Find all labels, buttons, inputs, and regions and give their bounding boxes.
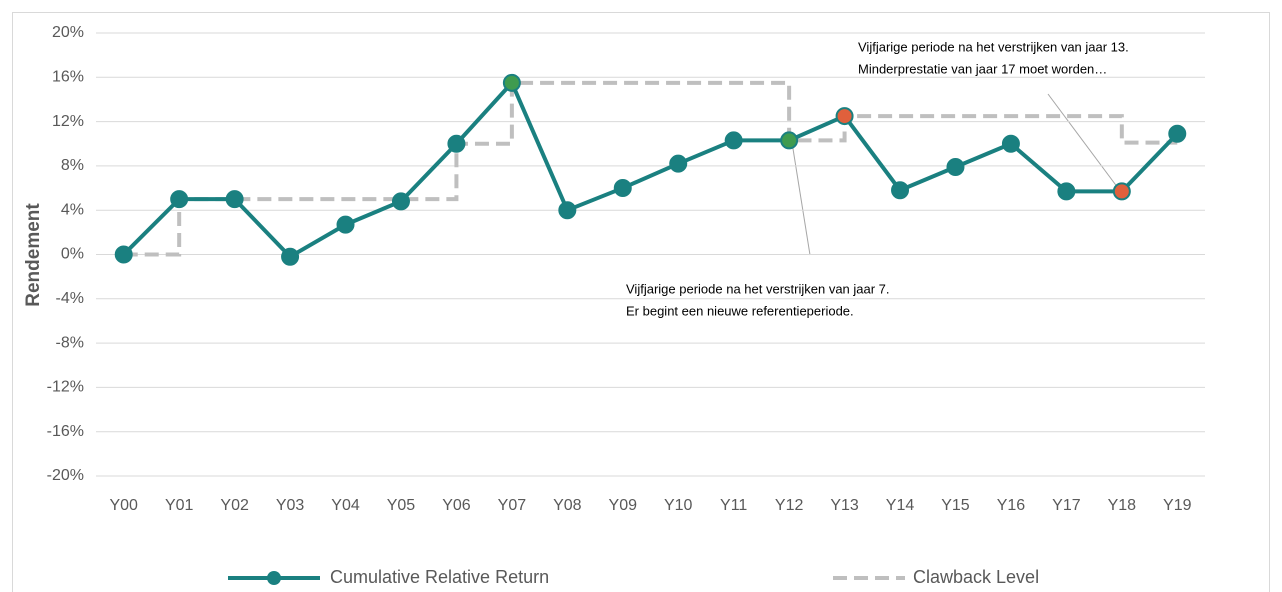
x-tick-label: Y03 — [276, 497, 305, 514]
return-line — [122, 80, 1179, 259]
legend-label: Clawback Level — [913, 567, 1039, 587]
return-marker — [391, 192, 410, 211]
x-tick-label: Y11 — [720, 497, 747, 514]
chart-frame — [12, 12, 1270, 592]
leader-line — [1047, 93, 1119, 189]
leader-line — [789, 129, 811, 256]
y-tick-label: 12% — [52, 113, 84, 130]
y-tick-label: 16% — [52, 69, 84, 86]
return-marker — [835, 107, 854, 126]
annotation: Vijfjarige periode na het verstrijken va… — [626, 281, 890, 296]
return-marker — [225, 190, 244, 209]
return-marker — [170, 190, 189, 209]
return-marker — [891, 181, 910, 200]
return-marker — [669, 154, 688, 173]
return-marker — [336, 215, 355, 234]
x-tick-label: Y05 — [387, 497, 416, 514]
x-tick-label: Y17 — [1052, 497, 1081, 514]
return-marker — [946, 158, 965, 177]
x-tick-label: Y14 — [886, 497, 915, 514]
return-marker — [1057, 182, 1076, 201]
annotation: Vijfjarige periode na het verstrijken va… — [858, 39, 1129, 54]
x-tick-label: Y00 — [109, 497, 138, 514]
x-tick-label: Y13 — [830, 497, 859, 514]
x-tick-label: Y07 — [498, 497, 527, 514]
x-tick-label: Y08 — [553, 497, 582, 514]
return-marker — [1112, 182, 1131, 201]
x-tick-label: Y16 — [997, 497, 1026, 514]
return-marker — [281, 247, 300, 266]
annotation: Minderprestatie van jaar 17 moet worden… — [858, 61, 1107, 76]
x-tick-label: Y12 — [775, 497, 804, 514]
x-tick-label: Y01 — [165, 497, 194, 514]
x-tick-label: Y04 — [331, 497, 360, 514]
x-tick-label: Y15 — [941, 497, 970, 514]
return-marker — [613, 179, 632, 198]
x-tick-label: Y18 — [1108, 497, 1137, 514]
y-tick-label: -4% — [56, 290, 84, 307]
y-axis-label: Rendement — [23, 203, 44, 307]
return-marker — [724, 131, 743, 150]
y-tick-label: -16% — [47, 423, 84, 440]
return-marker — [114, 245, 133, 264]
return-marker — [1001, 134, 1020, 153]
y-tick-label: 20% — [52, 24, 84, 41]
return-marker — [502, 73, 521, 92]
y-tick-label: -20% — [47, 467, 84, 484]
y-tick-label: 8% — [61, 157, 84, 174]
legend-swatch — [267, 571, 281, 585]
return-marker — [1168, 124, 1187, 143]
y-tick-label: -12% — [47, 379, 84, 396]
x-tick-label: Y09 — [609, 497, 638, 514]
return-marker — [780, 131, 799, 150]
x-tick-label: Y02 — [220, 497, 249, 514]
y-tick-label: 4% — [61, 201, 84, 218]
x-tick-label: Y06 — [442, 497, 471, 514]
x-tick-label: Y19 — [1163, 497, 1192, 514]
return-marker — [447, 134, 466, 153]
clawback-line — [123, 80, 1178, 257]
annotation: Er begint een nieuwe referentieperiode. — [626, 303, 854, 318]
x-tick-label: Y10 — [664, 497, 693, 514]
legend-label: Cumulative Relative Return — [330, 567, 549, 587]
y-tick-label: 0% — [61, 246, 84, 263]
y-tick-label: -8% — [56, 334, 84, 351]
return-marker — [558, 201, 577, 220]
